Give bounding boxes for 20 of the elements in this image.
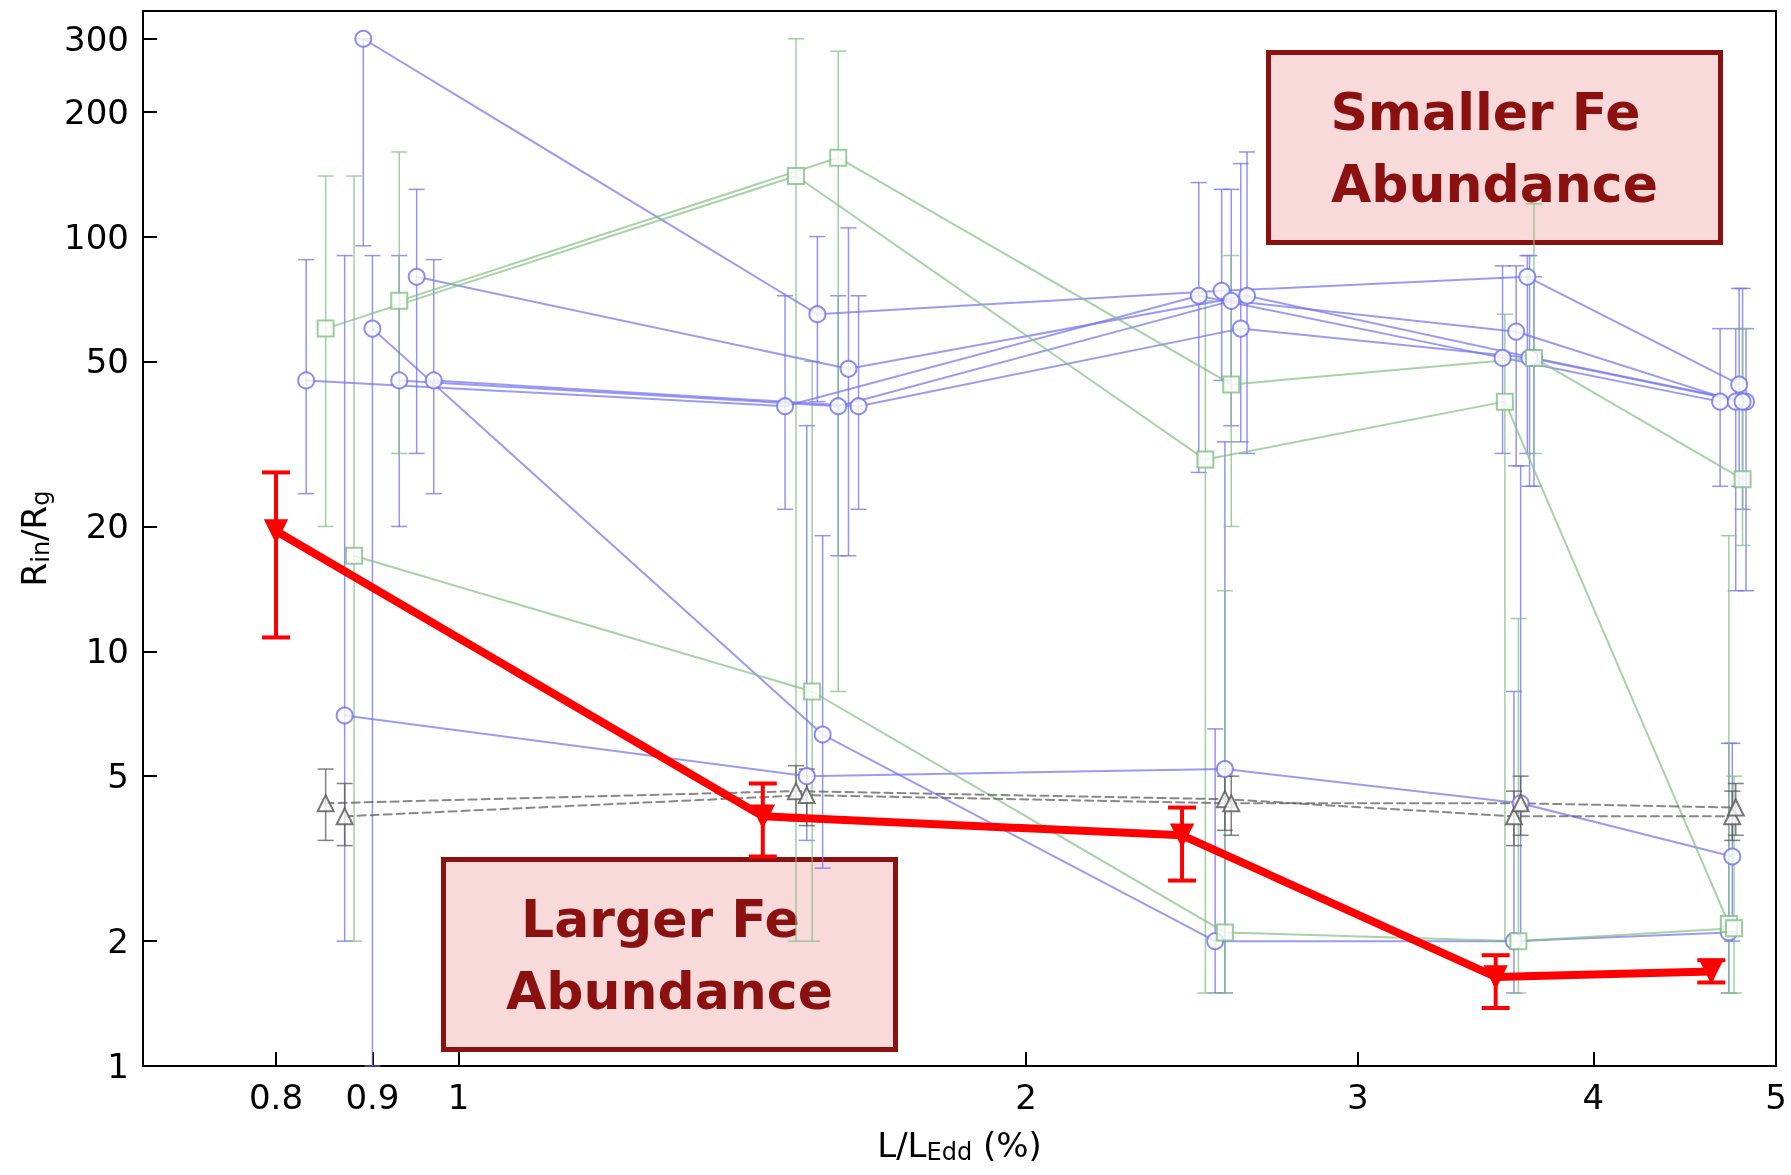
x-tick-label: 3	[1347, 1077, 1369, 1117]
x-tick-label: 0.9	[345, 1077, 400, 1117]
y-tick-label: 100	[64, 216, 129, 257]
annotation: Smaller Fe Abundance	[1330, 81, 1659, 214]
y-tick-label: 10	[85, 631, 129, 672]
x-tick-label: 5	[1765, 1077, 1787, 1117]
x-tick-label: 4	[1582, 1077, 1605, 1117]
y-tick-label: 1	[107, 1046, 129, 1086]
annotation: Larger Fe Abundance	[506, 888, 833, 1021]
y-tick-label: 300	[64, 18, 129, 59]
y-tick-label: 5	[107, 756, 129, 797]
x-axis-title: L/LEdd (%)	[877, 1125, 1042, 1166]
x-tick-label: 2	[1015, 1077, 1037, 1117]
y-axis-title: Rin/Rg	[14, 490, 55, 587]
y-tick-label: 2	[107, 921, 129, 962]
x-tick-label: 1	[447, 1077, 470, 1117]
x-tick-label: 0.8	[248, 1077, 304, 1117]
y-tick-label: 20	[85, 506, 129, 547]
y-tick-label: 200	[64, 91, 129, 132]
y-tick-label: 50	[85, 341, 129, 382]
